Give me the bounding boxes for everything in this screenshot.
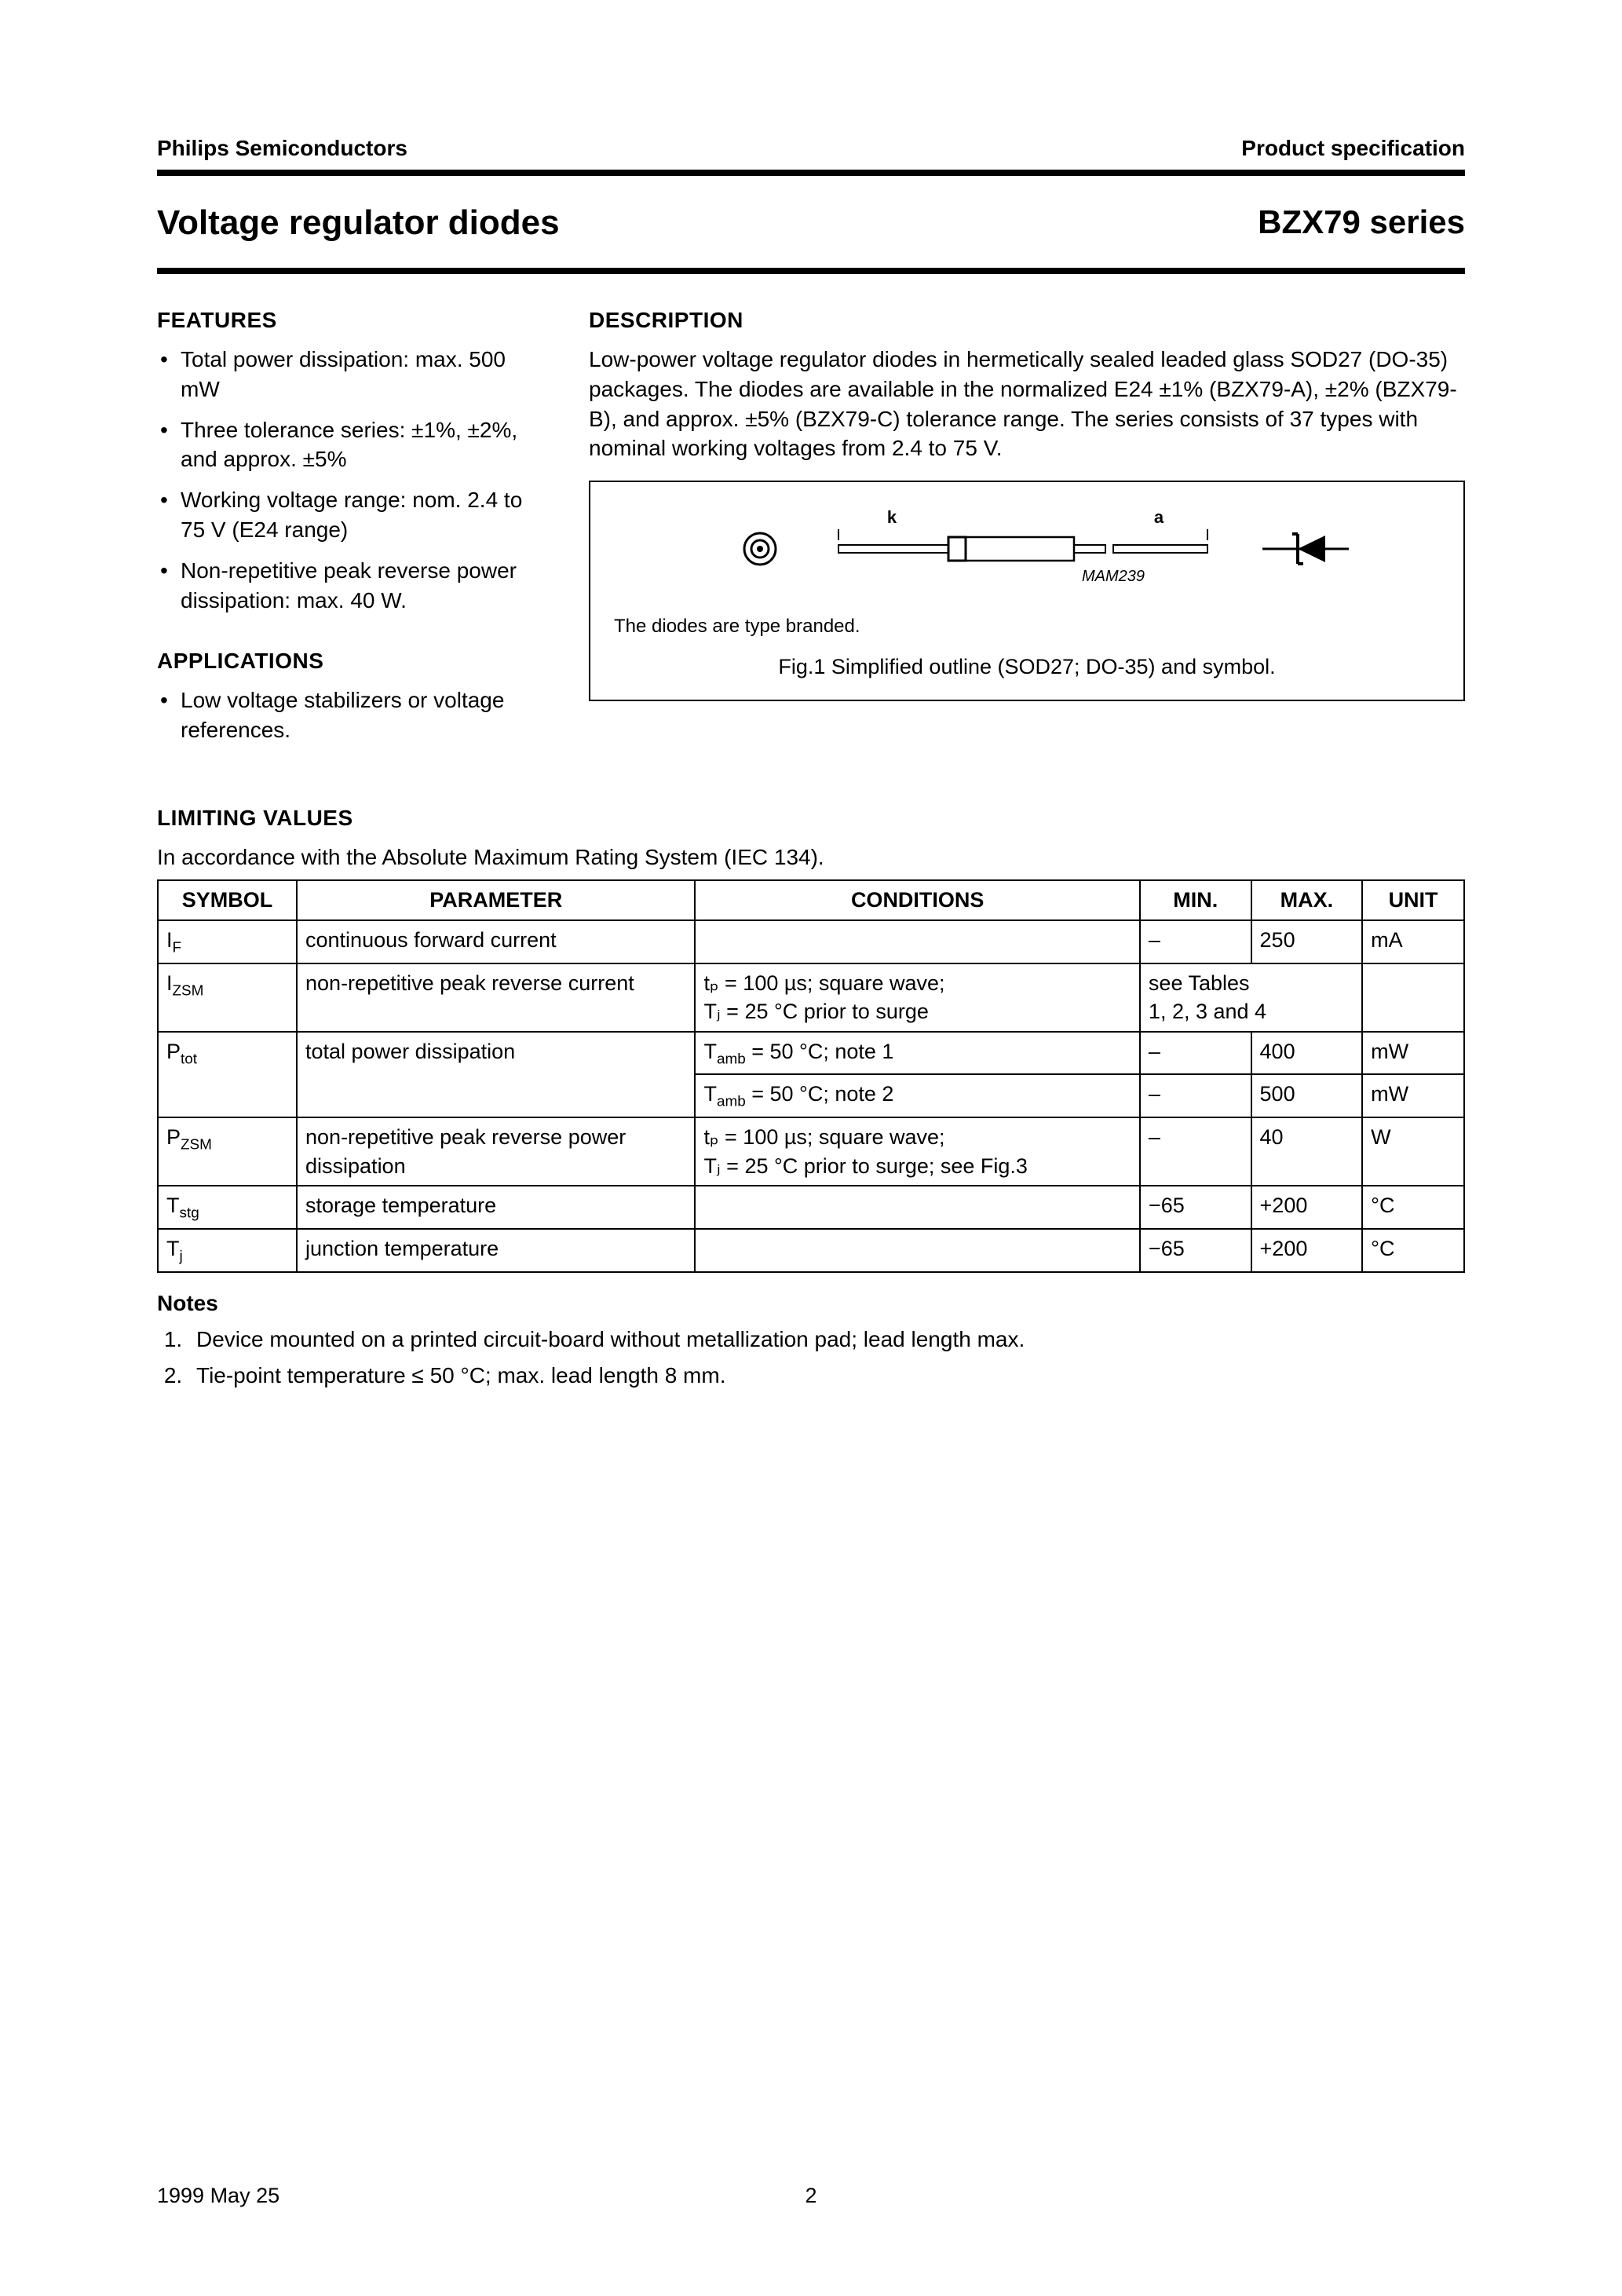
cell-param: non-repetitive peak reverse power dissip… xyxy=(297,1117,695,1186)
cell-param: non-repetitive peak reverse current xyxy=(297,963,695,1032)
cell-symbol: Tstg xyxy=(158,1186,297,1229)
k-label: k xyxy=(887,507,897,527)
figure-caption: Fig.1 Simplified outline (SOD27; DO-35) … xyxy=(614,653,1440,681)
cell-symbol: IZSM xyxy=(158,963,297,1032)
figure-note: The diodes are type branded. xyxy=(614,614,1440,639)
cell-param: junction temperature xyxy=(297,1229,695,1272)
header-rule xyxy=(157,170,1465,176)
doc-type: Product specification xyxy=(1241,133,1465,163)
cell-cond xyxy=(695,1186,1139,1229)
diode-figure-svg: k a MAM239 xyxy=(705,506,1349,592)
cell-max: 40 xyxy=(1251,1117,1363,1186)
content-columns: FEATURES Total power dissipation: max. 5… xyxy=(157,305,1465,756)
cell-symbol: Tj xyxy=(158,1229,297,1272)
page-footer: 1999 May 25 2 xyxy=(157,2181,1465,2210)
limits-heading: LIMITING VALUES xyxy=(157,803,1465,833)
limiting-values-section: LIMITING VALUES In accordance with the A… xyxy=(157,803,1465,1391)
title-rule xyxy=(157,268,1465,274)
cell-max: +200 xyxy=(1251,1186,1363,1229)
table-row: Tstg storage temperature −65 +200 °C xyxy=(158,1186,1464,1229)
cell-unit: mW xyxy=(1362,1074,1464,1117)
cell-min: – xyxy=(1140,1074,1251,1117)
cell-unit: mA xyxy=(1362,920,1464,963)
limits-subtext: In accordance with the Absolute Maximum … xyxy=(157,843,1465,872)
note-item: Tie-point temperature ≤ 50 °C; max. lead… xyxy=(188,1361,1465,1391)
cell-max: 400 xyxy=(1251,1032,1363,1075)
table-header-row: SYMBOL PARAMETER CONDITIONS MIN. MAX. UN… xyxy=(158,880,1464,919)
feature-item: Non-repetitive peak reverse power dissip… xyxy=(157,556,550,616)
cell-symbol: Ptot xyxy=(158,1032,297,1118)
cell-unit: W xyxy=(1362,1117,1464,1186)
cell-cond xyxy=(695,920,1139,963)
description-heading: DESCRIPTION xyxy=(589,305,1465,335)
cell-cond: tₚ = 100 µs; square wave;Tⱼ = 25 °C prio… xyxy=(695,963,1139,1032)
cell-unit xyxy=(1362,963,1464,1032)
title-row: Voltage regulator diodes BZX79 series xyxy=(157,176,1465,268)
notes-list: Device mounted on a printed circuit-boar… xyxy=(157,1325,1465,1391)
description-text: Low-power voltage regulator diodes in he… xyxy=(589,345,1465,463)
left-column: FEATURES Total power dissipation: max. 5… xyxy=(157,305,550,756)
feature-item: Three tolerance series: ±1%, ±2%, and ap… xyxy=(157,415,550,475)
table-row: IF continuous forward current – 250 mA xyxy=(158,920,1464,963)
col-max: MAX. xyxy=(1251,880,1363,919)
figure-box: k a MAM239 xyxy=(589,481,1465,701)
feature-item: Total power dissipation: max. 500 mW xyxy=(157,345,550,404)
table-row: IZSM non-repetitive peak reverse current… xyxy=(158,963,1464,1032)
features-list: Total power dissipation: max. 500 mW Thr… xyxy=(157,345,550,615)
cell-min: – xyxy=(1140,1032,1251,1075)
cell-param: total power dissipation xyxy=(297,1032,695,1118)
cell-unit: °C xyxy=(1362,1186,1464,1229)
cell-symbol: PZSM xyxy=(158,1117,297,1186)
cell-cond xyxy=(695,1229,1139,1272)
cell-param: continuous forward current xyxy=(297,920,695,963)
cell-cond: tₚ = 100 µs; square wave;Tⱼ = 25 °C prio… xyxy=(695,1117,1139,1186)
cell-min: −65 xyxy=(1140,1229,1251,1272)
cell-min: – xyxy=(1140,920,1251,963)
feature-item: Working voltage range: nom. 2.4 to 75 V … xyxy=(157,485,550,545)
note-item: Device mounted on a printed circuit-boar… xyxy=(188,1325,1465,1355)
application-item: Low voltage stabilizers or voltage refer… xyxy=(157,686,550,745)
company-name: Philips Semiconductors xyxy=(157,133,407,163)
cell-max: 500 xyxy=(1251,1074,1363,1117)
cell-span: see Tables1, 2, 3 and 4 xyxy=(1140,963,1362,1032)
cell-max: 250 xyxy=(1251,920,1363,963)
footer-date: 1999 May 25 xyxy=(157,2181,279,2210)
table-row: Ptot total power dissipation Tamb = 50 °… xyxy=(158,1032,1464,1075)
col-min: MIN. xyxy=(1140,880,1251,919)
cell-unit: °C xyxy=(1362,1229,1464,1272)
col-symbol: SYMBOL xyxy=(158,880,297,919)
table-row: Tj junction temperature −65 +200 °C xyxy=(158,1229,1464,1272)
features-heading: FEATURES xyxy=(157,305,550,335)
cell-min: – xyxy=(1140,1117,1251,1186)
a-label: a xyxy=(1154,507,1164,527)
cell-param: storage temperature xyxy=(297,1186,695,1229)
doc-title: Voltage regulator diodes xyxy=(157,199,560,246)
col-conditions: CONDITIONS xyxy=(695,880,1139,919)
figure-ref: MAM239 xyxy=(1082,568,1145,585)
doc-series: BZX79 series xyxy=(1258,200,1465,245)
footer-page: 2 xyxy=(805,2181,816,2210)
applications-heading: APPLICATIONS xyxy=(157,646,550,676)
cell-unit: mW xyxy=(1362,1032,1464,1075)
page-header: Philips Semiconductors Product specifica… xyxy=(157,133,1465,163)
table-row: PZSM non-repetitive peak reverse power d… xyxy=(158,1117,1464,1186)
cell-max: +200 xyxy=(1251,1229,1363,1272)
cell-min: −65 xyxy=(1140,1186,1251,1229)
cell-cond: Tamb = 50 °C; note 1 xyxy=(695,1032,1139,1075)
cell-symbol: IF xyxy=(158,920,297,963)
cell-cond: Tamb = 50 °C; note 2 xyxy=(695,1074,1139,1117)
applications-list: Low voltage stabilizers or voltage refer… xyxy=(157,686,550,745)
notes-heading: Notes xyxy=(157,1289,1465,1318)
limits-table: SYMBOL PARAMETER CONDITIONS MIN. MAX. UN… xyxy=(157,879,1465,1273)
col-unit: UNIT xyxy=(1362,880,1464,919)
col-parameter: PARAMETER xyxy=(297,880,695,919)
right-column: DESCRIPTION Low-power voltage regulator … xyxy=(589,305,1465,756)
